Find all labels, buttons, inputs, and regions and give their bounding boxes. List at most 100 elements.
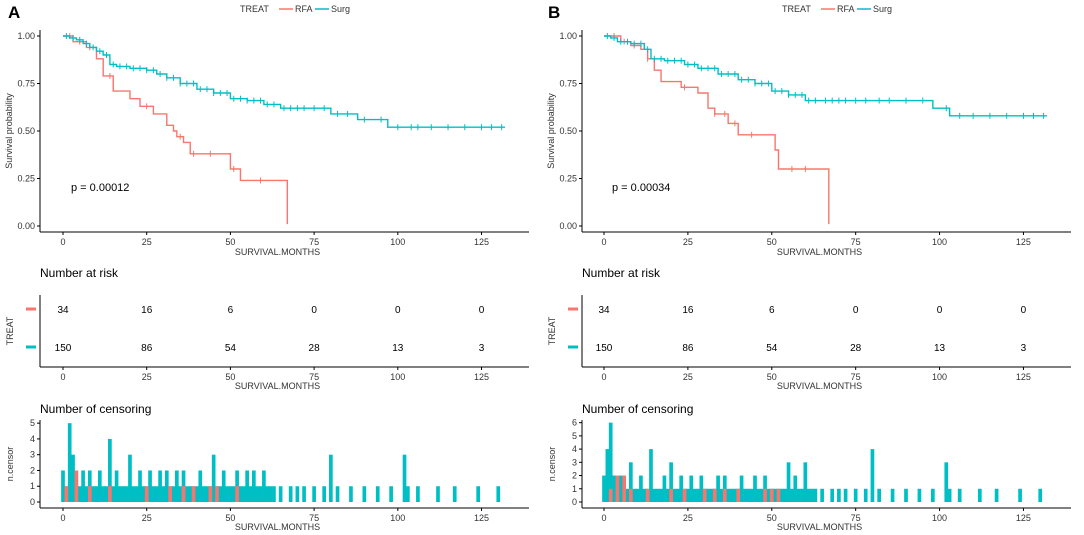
km-xtick-label: 25 bbox=[142, 237, 152, 247]
censor-bar-surg bbox=[639, 475, 643, 502]
risk-value: 13 bbox=[934, 343, 946, 354]
censor-xtick-label: 100 bbox=[932, 513, 947, 523]
censor-bar-rfa bbox=[87, 486, 92, 502]
censor-bar-surg bbox=[225, 486, 229, 502]
censor-bar-surg bbox=[268, 486, 273, 502]
censor-bar-surg bbox=[877, 488, 882, 502]
censor-bar-surg bbox=[329, 454, 333, 502]
risk-value: 0 bbox=[1021, 305, 1027, 316]
km-x-label: SURVIVAL.MONTHS bbox=[235, 247, 320, 257]
risk-y-label: TREAT bbox=[547, 316, 557, 345]
censor-bar-surg bbox=[228, 486, 233, 502]
risk-xtick-label: 100 bbox=[932, 372, 947, 382]
censor-bar-surg bbox=[853, 488, 858, 502]
km-ytick-label: 0.00 bbox=[17, 221, 35, 231]
censor-bar-surg bbox=[605, 449, 610, 502]
censor-bar-surg bbox=[1018, 488, 1022, 502]
censor-bar-surg bbox=[783, 488, 788, 502]
legend-rfa-label: RFA bbox=[837, 4, 855, 14]
censor-bar-surg bbox=[77, 486, 82, 502]
censor-bar-surg bbox=[665, 488, 670, 502]
censor-bar-surg bbox=[1038, 488, 1043, 502]
censor-bar-surg bbox=[904, 488, 908, 502]
censor-bar-surg bbox=[138, 470, 142, 502]
km-curve-rfa bbox=[63, 35, 289, 225]
censor-bar-surg bbox=[796, 488, 801, 502]
censor-bar-surg bbox=[124, 486, 129, 502]
censor-bar-surg bbox=[185, 486, 189, 502]
legend: TREAT RFA Surg bbox=[240, 4, 350, 14]
censor-bar-surg bbox=[746, 488, 751, 502]
censor-bar-surg bbox=[843, 488, 848, 502]
censor-bar-rfa bbox=[736, 488, 741, 502]
risk-table: Number at risk 34 16 6 0 0 0 150 86 54 28 13 3 0 25 50 7… bbox=[547, 266, 1071, 391]
censor-bar-surg bbox=[158, 470, 162, 502]
risk-value: 54 bbox=[766, 343, 778, 354]
censor-bar-surg bbox=[121, 486, 126, 502]
risk-value: 16 bbox=[141, 305, 153, 316]
censor-bar-surg bbox=[870, 449, 875, 502]
censor-xtick-label: 25 bbox=[142, 513, 152, 523]
censor-bar-surg bbox=[773, 488, 777, 502]
censor-ytick-label: 1 bbox=[30, 481, 35, 491]
km-y-label: Survival probability bbox=[4, 93, 14, 169]
censor-bar-surg bbox=[719, 488, 724, 502]
censor-bar-surg bbox=[245, 470, 249, 502]
km-y-label: Survival probability bbox=[546, 93, 556, 169]
km-ytick-label: 0.00 bbox=[559, 221, 577, 231]
censor-bar-surg bbox=[71, 454, 75, 502]
legend-rfa-label: RFA bbox=[295, 4, 313, 14]
risk-value: 0 bbox=[311, 305, 317, 316]
censor-ytick-label: 3 bbox=[572, 457, 577, 467]
censor-bar-surg bbox=[221, 470, 226, 502]
censor-bar-rfa bbox=[682, 488, 687, 502]
censor-bar-surg bbox=[134, 486, 139, 502]
censor-bar-surg bbox=[255, 486, 260, 502]
risk-xtick-label: 100 bbox=[390, 372, 405, 382]
legend: TREAT RFA Surg bbox=[782, 4, 892, 14]
censor-chart: Number of censoring 0 1 2 3 4 5 6 0 25 50 75 100 125 S… bbox=[547, 402, 1071, 532]
km-xtick-label: 0 bbox=[601, 237, 606, 247]
censor-bar-surg bbox=[733, 488, 737, 502]
censor-bar-surg bbox=[756, 488, 761, 502]
censor-bar-surg bbox=[118, 486, 122, 502]
km-xtick-label: 125 bbox=[1016, 237, 1031, 247]
censor-bar-surg bbox=[389, 486, 393, 502]
censor-bar-surg bbox=[248, 486, 253, 502]
censor-bar-surg bbox=[806, 488, 811, 502]
censor-bar-rfa bbox=[168, 486, 172, 502]
censor-bar-rfa bbox=[722, 488, 727, 502]
censor-bar-surg bbox=[930, 488, 935, 502]
censor-bar-surg bbox=[171, 486, 176, 502]
km-xtick-label: 125 bbox=[474, 237, 489, 247]
risk-value: 28 bbox=[309, 343, 321, 354]
censor-bar-surg bbox=[101, 486, 106, 502]
risk-xtick-label: 50 bbox=[767, 372, 777, 382]
censor-ytick-label: 4 bbox=[572, 444, 577, 454]
censor-bar-surg bbox=[696, 488, 700, 502]
censor-bar-surg bbox=[662, 475, 667, 502]
risk-value: 86 bbox=[682, 343, 694, 354]
censor-bar-surg bbox=[759, 488, 764, 502]
risk-value: 3 bbox=[479, 343, 485, 354]
censor-bar-surg bbox=[679, 475, 684, 502]
risk-xtick-label: 125 bbox=[1016, 372, 1031, 382]
censor-bar-surg bbox=[675, 488, 680, 502]
km-ytick-label: 1.00 bbox=[17, 31, 35, 41]
censor-bar-surg bbox=[201, 486, 206, 502]
censor-bar-surg bbox=[108, 438, 112, 502]
censor-title: Number of censoring bbox=[40, 402, 151, 416]
censor-bar-surg bbox=[322, 486, 326, 502]
censor-bar-surg bbox=[452, 486, 457, 502]
censor-bar-surg bbox=[625, 488, 630, 502]
censor-bar-surg bbox=[628, 462, 633, 502]
censor-bar-surg bbox=[793, 475, 798, 502]
censor-bar-rfa bbox=[235, 486, 239, 502]
censor-bar-surg bbox=[672, 488, 677, 502]
censor-bar-surg bbox=[917, 488, 922, 502]
censor-bar-surg bbox=[97, 470, 102, 502]
censor-bar-surg bbox=[61, 470, 65, 502]
censor-bar-surg bbox=[496, 486, 501, 502]
censor-bar-surg bbox=[174, 470, 179, 502]
